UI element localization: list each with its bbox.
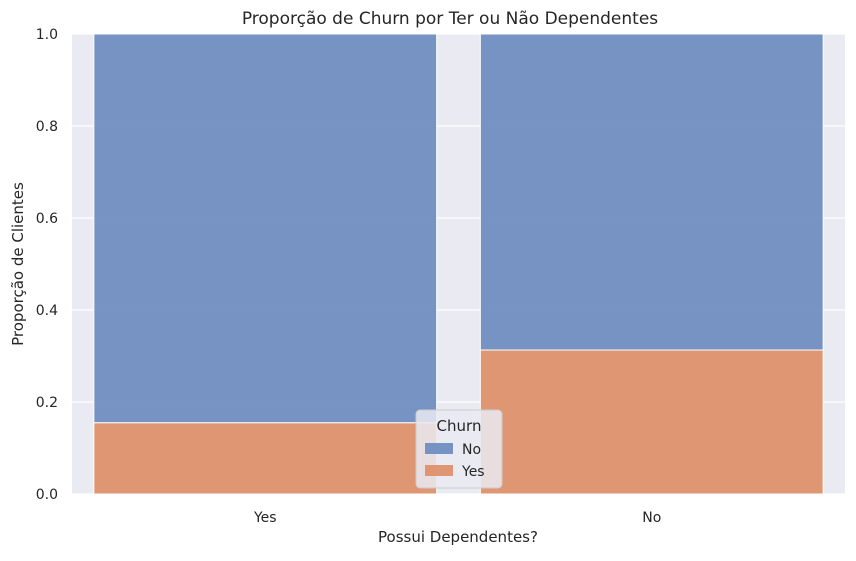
legend-swatch-yes	[425, 465, 453, 476]
legend-label-no: No	[462, 442, 481, 458]
y-tick-labels: 0.0 0.2 0.4 0.6 0.8 1.0	[36, 27, 58, 503]
bar-yes-no	[479, 349, 824, 495]
x-tick-label: No	[642, 510, 661, 526]
x-tick-labels: Yes No	[253, 510, 661, 526]
bar-no-no	[479, 33, 824, 351]
y-tick-label: 0.8	[36, 119, 58, 135]
legend-swatch-no	[425, 443, 453, 454]
legend-title: Churn	[437, 417, 482, 435]
bar-no-yes	[93, 33, 438, 424]
bars-group	[93, 33, 824, 495]
bar-yes-yes	[93, 422, 438, 495]
legend: Churn No Yes	[415, 409, 503, 489]
legend-label-yes: Yes	[461, 464, 485, 480]
y-tick-label: 1.0	[36, 27, 58, 43]
x-axis-label: Possui Dependentes?	[378, 528, 538, 546]
y-tick-label: 0.0	[36, 487, 58, 503]
y-axis-label: Proporção de Clientes	[9, 182, 27, 346]
chart-title: Proporção de Churn por Ter ou Não Depend…	[242, 9, 658, 29]
x-tick-label: Yes	[253, 510, 277, 526]
y-tick-label: 0.6	[36, 211, 58, 227]
y-tick-label: 0.4	[36, 303, 58, 319]
y-tick-label: 0.2	[36, 395, 58, 411]
